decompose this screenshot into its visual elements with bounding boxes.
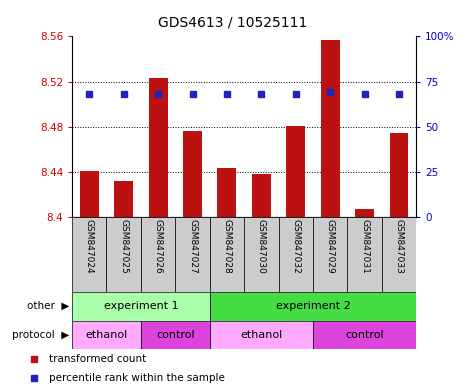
Text: GSM847026: GSM847026 [153,219,163,274]
Text: GSM847030: GSM847030 [257,219,266,274]
Bar [286,126,305,217]
Bar [355,209,374,217]
Bar [106,217,141,292]
Text: experiment 2: experiment 2 [276,301,350,311]
Bar [141,217,175,292]
Text: control: control [156,330,195,340]
Text: GSM847025: GSM847025 [119,219,128,274]
Text: other  ▶: other ▶ [27,301,70,311]
Text: ethanol: ethanol [86,330,127,340]
Text: protocol  ▶: protocol ▶ [13,330,70,340]
Text: percentile rank within the sample: percentile rank within the sample [49,373,226,383]
Bar [72,292,210,321]
Bar [313,217,347,292]
Bar [252,174,271,217]
Text: transformed count: transformed count [49,354,147,364]
Text: GSM847031: GSM847031 [360,219,369,274]
Text: GSM847029: GSM847029 [326,219,335,274]
Bar [210,292,416,321]
Bar [141,321,210,349]
Bar [279,217,313,292]
Text: GSM847027: GSM847027 [188,219,197,274]
Bar [210,217,244,292]
Bar [244,217,279,292]
Bar [80,171,99,217]
Bar [382,217,416,292]
Bar [321,40,339,217]
Bar [114,181,133,217]
Bar [183,131,202,217]
Bar [218,169,236,217]
Bar [149,78,167,217]
Text: GSM847028: GSM847028 [222,219,232,274]
Bar [72,321,141,349]
Text: GSM847024: GSM847024 [85,219,94,274]
Text: ethanol: ethanol [240,330,282,340]
Text: GSM847033: GSM847033 [394,219,404,274]
Bar [390,134,408,217]
Text: experiment 1: experiment 1 [104,301,178,311]
Bar [72,217,106,292]
Bar [347,217,382,292]
Text: control: control [345,330,384,340]
Text: GDS4613 / 10525111: GDS4613 / 10525111 [158,15,307,29]
Bar [313,321,416,349]
Bar [210,321,313,349]
Text: GSM847032: GSM847032 [291,219,300,274]
Bar [175,217,210,292]
